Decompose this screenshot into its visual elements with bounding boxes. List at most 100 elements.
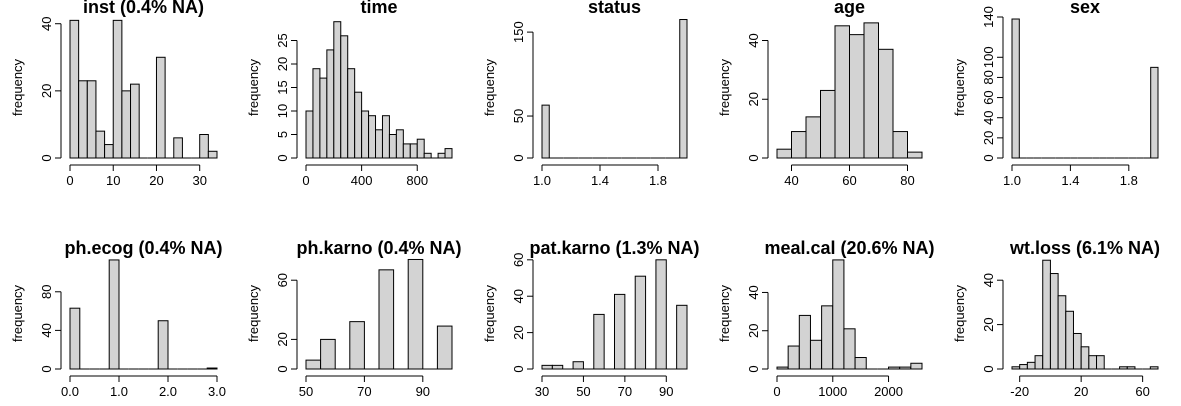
panel-3-y-tick-label-1: 20 <box>746 92 761 106</box>
panel-5-x-tick-label-2: 2.0 <box>159 384 177 399</box>
panel-4-x-tick-label-0: 1.0 <box>1003 173 1021 188</box>
panel-4-x-tick-label-2: 1.8 <box>1120 173 1138 188</box>
panel-1-bar-8 <box>361 110 370 159</box>
panel-0-bar-0 <box>69 19 80 159</box>
panel-9-bar-15 <box>1126 366 1136 370</box>
panel-0-y-tick-label-0: 0 <box>39 154 54 161</box>
panel-7-y-label: frequency <box>482 284 497 342</box>
panel-7-x-tick-label-0: 30 <box>535 384 549 399</box>
panel-5-title: ph.ecog (0.4% NA) <box>64 238 222 258</box>
panel-7-y-tick-label-3: 60 <box>511 253 526 267</box>
panel-7-bar-0 <box>541 364 553 370</box>
panel-2-y-label: frequency <box>482 58 497 116</box>
panel-3-bar-9 <box>907 151 923 159</box>
panel-5-y-label: frequency <box>10 284 25 342</box>
panel-7-bar-1 <box>551 364 564 370</box>
panel-7-x-tick-label-3: 90 <box>659 384 673 399</box>
panel-3-bar-0 <box>776 148 792 159</box>
panel-6-bar-0 <box>305 359 322 370</box>
panel-2-x-tick-label-2: 1.8 <box>649 173 667 188</box>
panel-5-x-tick-label-0: 0.0 <box>61 384 79 399</box>
panel-1-x-tick-label-1: 400 <box>351 173 373 188</box>
panel-3-title: age <box>834 0 865 17</box>
panel-1-bar-5 <box>340 35 349 159</box>
panel-1-bar-13 <box>395 129 404 159</box>
panel-3-bar-1 <box>791 131 807 159</box>
panel-2-y-tick-label-0: 0 <box>511 154 526 161</box>
panel-9-bar-1 <box>1019 364 1028 370</box>
panel-5-y-tick-label-0: 0 <box>39 365 54 372</box>
panel-9-y-tick-label-2: 40 <box>981 273 996 287</box>
panel-9-bar-3 <box>1034 355 1044 370</box>
panel-5-bar-0 <box>69 307 81 370</box>
panel-3-y-tick-label-0: 0 <box>746 154 761 161</box>
panel-6-y-tick-label-1: 20 <box>275 332 290 346</box>
panel-8-bar-1 <box>787 345 800 370</box>
panel-7-bar-13 <box>676 304 688 370</box>
panel-4-y-label: frequency <box>952 58 967 116</box>
panel-8-bar-3 <box>809 339 823 370</box>
panel-1-y-tick-label-5: 25 <box>275 33 290 47</box>
panel-6-x-tick-label-2: 90 <box>416 384 430 399</box>
panel-3-bar-4 <box>834 25 850 159</box>
panel-4-y-tick-label-1: 20 <box>981 131 996 145</box>
panel-0-x-tick-label-3: 30 <box>192 173 206 188</box>
panel-9-bar-2 <box>1026 361 1036 370</box>
panel-9-title: wt.loss (6.1% NA) <box>1009 238 1160 258</box>
panel-2-y-tick-label-2: 150 <box>511 21 526 43</box>
panel-4-y-tick-label-0: 0 <box>981 154 996 161</box>
panel-5-bar-9 <box>157 320 169 370</box>
panel-8-bar-12 <box>910 362 923 370</box>
panel-1-bar-2 <box>319 77 328 159</box>
panel-5-x-tick-label-3: 3.0 <box>208 384 226 399</box>
panel-8-x-tick-label-0: 0 <box>773 384 780 399</box>
panel-1-y-tick-label-2: 10 <box>275 104 290 118</box>
panel-0-bar-12 <box>173 137 183 159</box>
panel-6-x-tick-label-1: 70 <box>357 384 371 399</box>
panel-8-bar-0 <box>776 366 789 370</box>
panel-6-y-tick-label-2: 60 <box>275 273 290 287</box>
panel-9-bar-11 <box>1096 355 1105 370</box>
panel-1-bar-17 <box>423 152 432 159</box>
panel-3-x-tick-label-2: 80 <box>900 173 914 188</box>
panel-5-y-tick-label-2: 80 <box>39 285 54 299</box>
panel-1-x-tick-label-2: 800 <box>406 173 428 188</box>
panel-1-bar-9 <box>368 115 377 159</box>
panel-8-title: meal.cal (20.6% NA) <box>764 238 934 258</box>
panel-9-y-tick-label-0: 0 <box>981 365 996 372</box>
panel-0-y-label: frequency <box>10 58 25 116</box>
panel-1-y-tick-label-1: 5 <box>275 131 290 138</box>
panel-3-y-tick-label-2: 40 <box>746 33 761 47</box>
panel-9-bar-10 <box>1088 355 1098 370</box>
panel-1-title: time <box>360 0 397 17</box>
panel-9-bar-8 <box>1072 332 1082 370</box>
panel-6-bar-1 <box>320 338 336 370</box>
panel-1-y-tick-label-0: 0 <box>275 154 290 161</box>
panel-0-bar-3 <box>95 130 106 159</box>
panel-0-bar-1 <box>78 80 88 159</box>
panel-6-y-label: frequency <box>246 284 261 342</box>
panel-3-x-tick-label-0: 40 <box>784 173 798 188</box>
panel-1-bar-1 <box>312 68 321 159</box>
panel-8-bar-7 <box>854 357 867 370</box>
panel-7-y-tick-label-0: 0 <box>511 365 526 372</box>
panel-2-x-tick-label-0: 1.0 <box>533 173 551 188</box>
panel-5-bar-4 <box>108 259 120 370</box>
panel-7-x-tick-label-2: 70 <box>618 384 632 399</box>
panel-3-y-label: frequency <box>717 58 732 116</box>
panel-1-bar-6 <box>347 68 356 159</box>
panel-1-bar-0 <box>305 110 314 159</box>
panel-3-bar-3 <box>820 89 836 159</box>
panel-0-bar-15 <box>199 134 209 159</box>
panel-0-bar-5 <box>112 19 123 159</box>
panel-8-x-tick-label-1: 1000 <box>818 384 847 399</box>
panel-4-y-tick-label-2: 40 <box>981 110 996 124</box>
panel-7-y-tick-label-2: 40 <box>511 289 526 303</box>
panel-9-bar-9 <box>1080 346 1090 370</box>
panel-0-bar-10 <box>155 56 166 159</box>
panel-9-x-tick-label-1: 20 <box>1074 384 1088 399</box>
panel-0-y-tick-label-2: 40 <box>39 16 54 30</box>
panel-9-x-tick-label-0: -20 <box>1010 384 1029 399</box>
panel-6-y-tick-label-0: 0 <box>275 365 290 372</box>
panel-8-bar-4 <box>821 305 834 370</box>
